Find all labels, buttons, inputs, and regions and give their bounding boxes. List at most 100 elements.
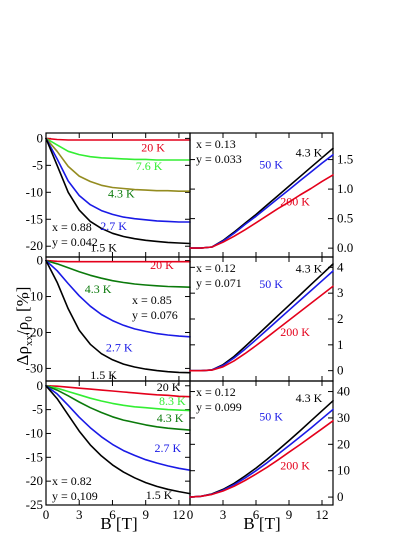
series-label: 200 K [280,458,310,472]
y-tick-label: 4 [337,259,344,274]
series-line-20K [45,259,191,263]
series-label: 50 K [259,157,283,171]
panel-top-left: 0 -5 -10 -15 -20 20 K 7.6 K4.3 K 2.7 K 1.5 K x = … [26,130,191,258]
panel-frame [189,380,334,506]
series-label: 20 K [157,380,181,394]
x-tick-label: 12 [316,507,329,522]
composition-label: y = 0.033 [196,152,242,166]
panel-middle-right: 0 1 2 3 4 4.3 K 50 K 200 K x = 0.12y = 0.071 [189,256,344,382]
series-line-76K [45,137,191,161]
y-axis-label-sub-0: 0 [23,316,35,322]
series-line-200K [189,174,334,249]
y-tick-label: 20 [337,436,350,451]
series-label: 2.7 K [100,219,127,233]
y-tick-label: 0 [37,253,44,268]
series-label: 2.7 K [106,341,133,355]
series-label: 4.3 K [108,187,135,201]
series-line-83K [45,385,191,412]
composition-label: y = 0.042 [52,235,98,249]
series-label: 4.3 K [157,411,184,425]
series-label: 4.3 K [85,282,112,296]
y-tick-label: 0 [337,489,344,504]
composition-label: y = 0.071 [196,276,242,290]
series-label: 8.3 K [159,394,186,408]
series-line-15K [45,137,191,245]
composition-label: x = 0.12 [196,261,236,275]
x-tick-label: 12 [172,507,185,522]
composition-label: x = 0.88 [52,220,92,234]
y-tick-label: -10 [26,425,43,440]
series-label: 50 K [259,277,283,291]
series-line-20K [45,137,191,141]
composition-label: x = 0.13 [196,137,236,151]
x-axis-label-left: B [T] [100,514,137,533]
x-tick-label: 0 [187,507,194,522]
y-tick-label: -5 [32,157,43,172]
y-tick-label: 3 [337,285,344,300]
composition-label: x = 0.12 [196,385,236,399]
series-label: 7.6 K [136,159,163,173]
y-tick-label: 0.5 [337,211,353,226]
x-tick-label: 3 [76,507,83,522]
y-tick-label: 2 [337,311,344,326]
y-tick-label: -25 [26,497,43,512]
series-label: 4.3 K [296,262,323,276]
series-line-27K [45,137,191,223]
y-tick-label: 0.0 [337,240,353,255]
series-label: 200 K [280,195,310,209]
y-tick-label: 30 [337,410,350,425]
y-axis-label: Δρxx/ρ0 [%] [13,287,35,366]
series-label: 1.5 K [146,488,173,502]
composition-label: y = 0.099 [196,400,242,414]
series-label: 2.7 K [155,441,182,455]
x-axis-label-right: B [T] [243,514,280,533]
series-line-20K [45,385,191,398]
x-tick-label: 6 [109,507,116,522]
y-tick-label: 0 [37,130,44,145]
x-tick-label: 3 [220,507,227,522]
y-axis-label-rho: Δρ [13,346,32,365]
y-tick-label: -30 [26,360,43,375]
panel-top-right: 0.0 0.5 1.0 1.5 4.3 K 50 K 200 K x = 0.13y = 0.… [189,132,353,258]
series-label: 20 K [141,140,165,154]
composition-label: y = 0.109 [52,489,98,503]
y-tick-label: -10 [26,289,43,304]
panel-middle-left: 0 -10 -20 -30 20 K 4.3 K 2.7 K 1.5 K x = 0.85y =… [26,253,191,382]
y-axis-label-sub-xx: xx [23,335,35,347]
composition-label: x = 0.85 [132,293,172,307]
series-line-43K [45,385,191,431]
x-tick-label: 6 [253,507,260,522]
series-line-27K [45,385,191,471]
series-label: 1.5 K [90,241,117,255]
series-label: 200 K [280,325,310,339]
y-tick-label: -10 [26,184,43,199]
series-line-15K [45,259,191,374]
series-line-200K [189,420,334,498]
series-label: 1.5 K [90,368,117,382]
y-tick-label: -20 [26,324,43,339]
y-tick-label: -15 [26,449,43,464]
series-label: 20 K [150,258,174,272]
y-tick-label: -20 [26,473,43,488]
x-tick-label: 0 [43,507,50,522]
y-tick-label: 1 [337,337,344,352]
x-tick-label: 9 [142,507,149,522]
y-tick-label: 10 [337,463,350,478]
x-tick-label: 9 [286,507,293,522]
y-tick-label: -15 [26,211,43,226]
series-label: 4.3 K [296,391,323,405]
composition-label: y = 0.076 [132,308,178,322]
y-axis-label-unit: [%] [13,287,32,317]
y-tick-label: 0 [37,378,44,393]
panel-bottom-right: 0 3 6 9 12 0 10 20 30 40 4.3 K 50 K 200 K x = 0.12y =… [187,380,350,522]
y-tick-label: -5 [32,402,43,417]
y-tick-label: -20 [26,238,43,253]
series-line-15K [45,385,191,495]
series-label: 4.3 K [296,146,323,160]
composition-label: x = 0.82 [52,474,92,488]
series-line-200K [189,285,334,372]
series-line-27K [45,259,191,338]
y-tick-label: 40 [337,384,350,399]
